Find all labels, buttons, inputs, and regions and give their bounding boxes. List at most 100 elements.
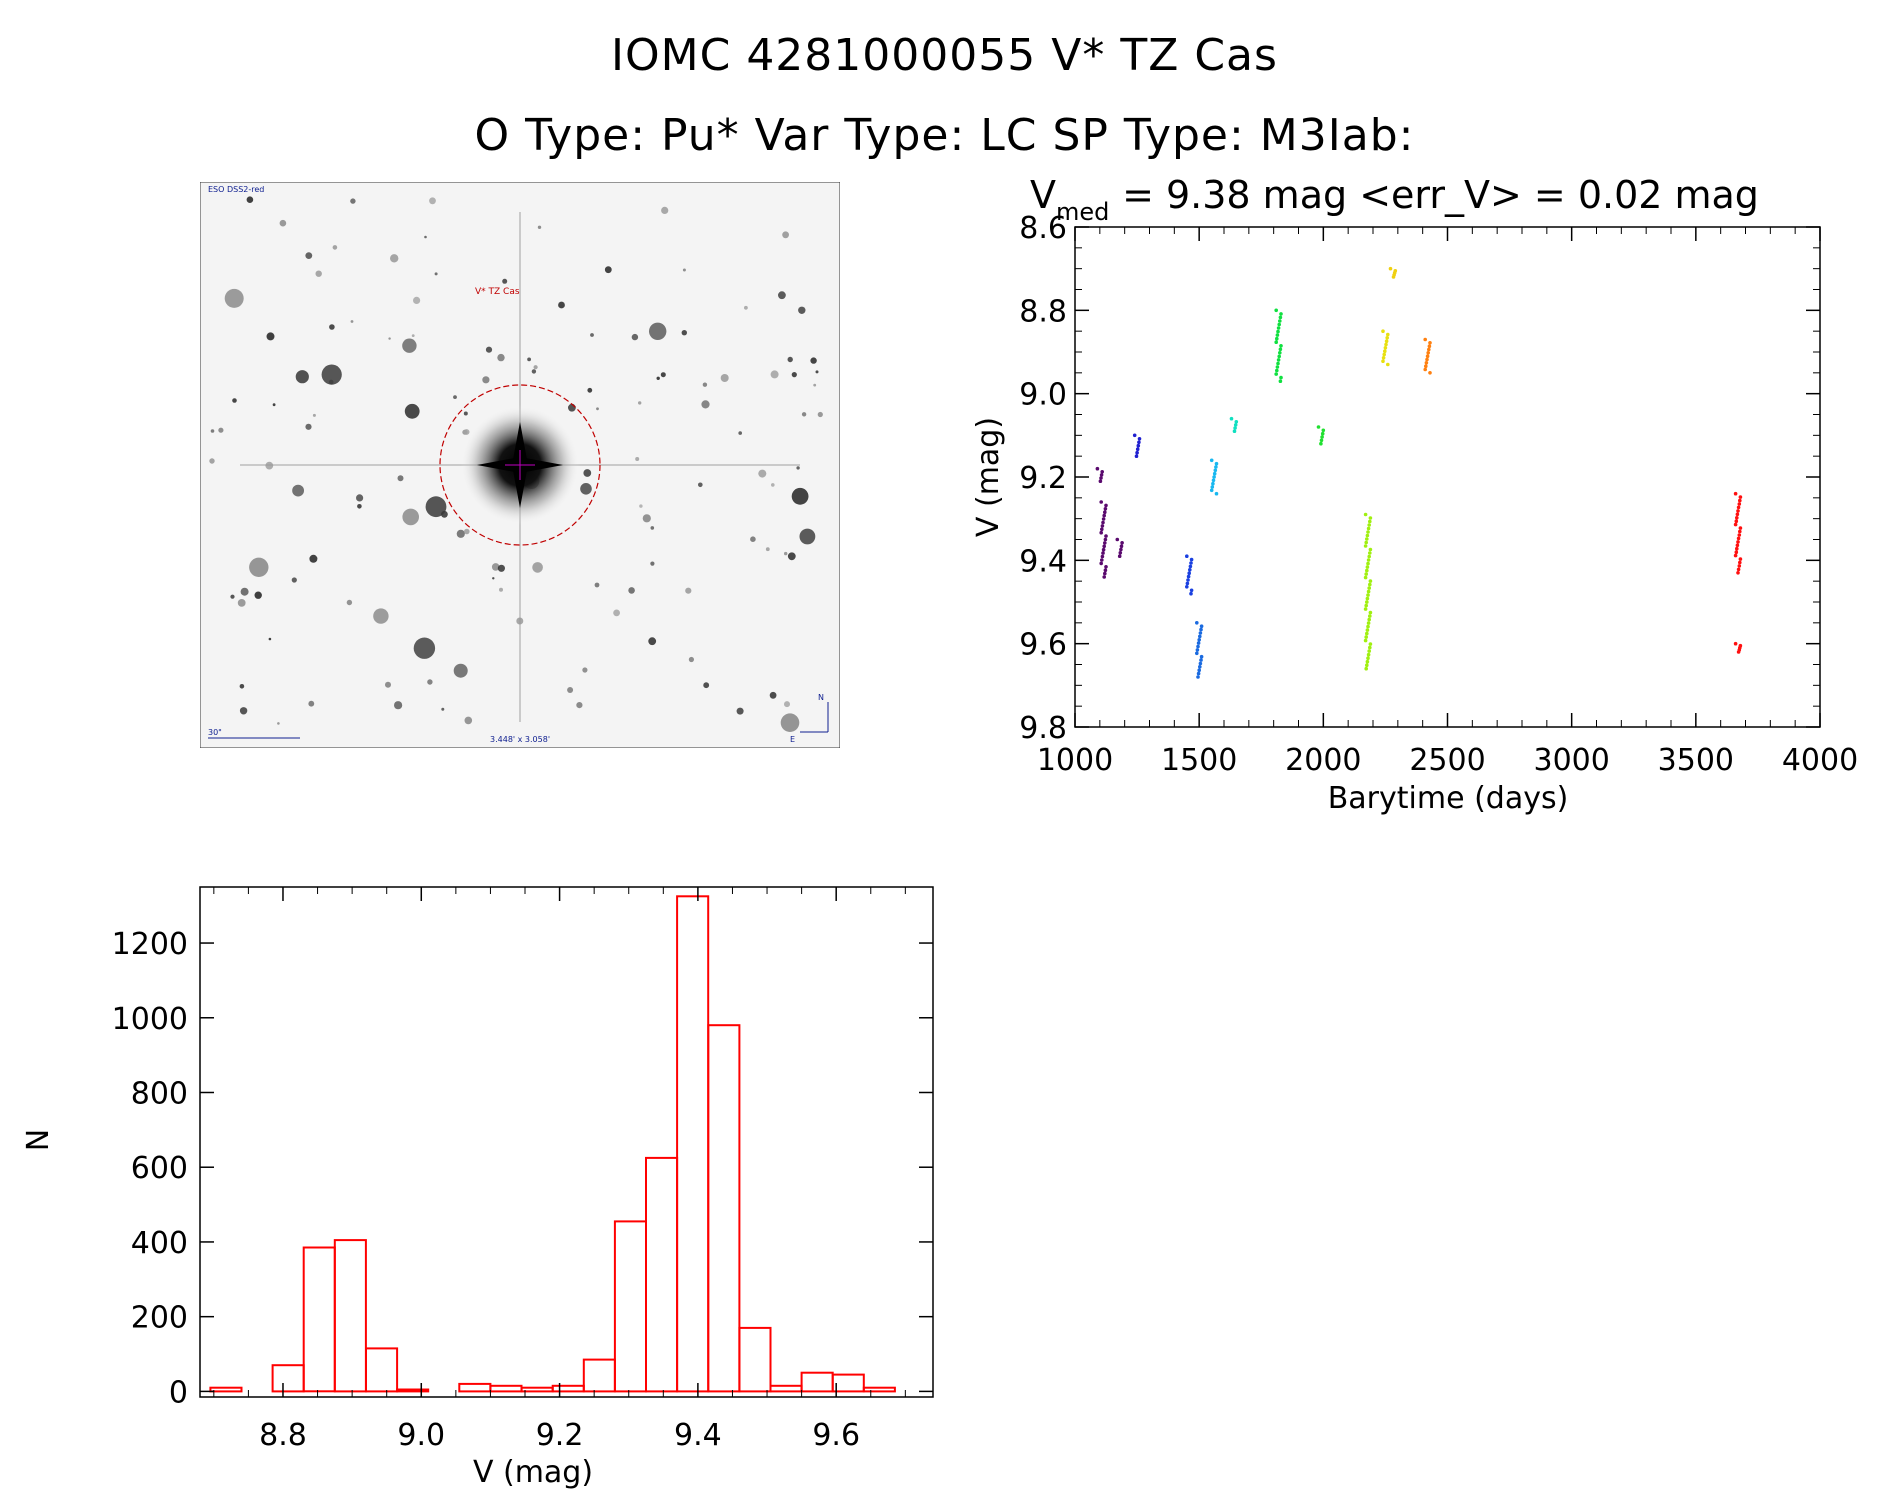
hist-plot-frame — [199, 886, 934, 1398]
field-star — [590, 333, 594, 337]
lc-point — [1363, 512, 1368, 517]
lc-xlabel: Barytime (days) — [1328, 781, 1569, 816]
lc-point — [1104, 503, 1108, 508]
field-star — [810, 357, 817, 364]
lc-point — [1279, 312, 1283, 316]
lc-point — [1103, 568, 1108, 572]
lc-point — [1368, 547, 1373, 552]
histogram-chart: 0 200 400 600 800 1000 1200 8.8 9.0 9.2 9.4 9.6 V … — [21, 886, 934, 1490]
lc-ylabel: V (mag) — [971, 417, 1006, 537]
hist-xtick-label: 9.2 — [536, 1418, 584, 1453]
hist-bar — [271, 1364, 305, 1393]
lc-point — [1189, 591, 1193, 596]
lc-title-sub: med — [1056, 198, 1109, 226]
lc-point — [1366, 530, 1370, 534]
hist-bar — [551, 1384, 585, 1393]
lc-point — [1423, 337, 1427, 342]
field-star — [434, 272, 438, 276]
lc-point — [1365, 663, 1369, 667]
hist-bar — [209, 1386, 243, 1393]
lc-point — [1274, 308, 1278, 313]
lc-xtick-label: 1500 — [1161, 743, 1237, 778]
field-star — [568, 403, 576, 412]
lc-point — [1424, 361, 1429, 365]
field-star — [427, 679, 433, 685]
field-star — [791, 487, 809, 505]
field-star — [638, 401, 642, 405]
lc-point — [1733, 553, 1738, 558]
lc-point — [1196, 671, 1201, 676]
lc-point — [1735, 543, 1740, 548]
field-star — [240, 587, 249, 596]
lc-point — [1103, 537, 1108, 542]
hist-xtick-label: 8.8 — [259, 1418, 307, 1453]
field-star — [635, 457, 640, 461]
field-star — [397, 475, 404, 482]
lc-point — [1368, 642, 1373, 646]
target-label: V* TZ Cas — [475, 287, 520, 297]
field-star — [463, 411, 468, 416]
lc-point — [1278, 315, 1283, 320]
field-star — [798, 306, 806, 314]
lc-point — [1383, 346, 1388, 350]
field-star — [497, 564, 505, 572]
lc-point — [1103, 510, 1107, 514]
lc-point — [1196, 641, 1201, 645]
lc-point — [1365, 628, 1370, 632]
lc-point — [1368, 645, 1372, 650]
field-star — [531, 369, 537, 374]
lc-point — [1276, 326, 1281, 330]
lc-point — [1233, 423, 1238, 427]
lc-point — [1736, 536, 1741, 541]
lc-xtick-label: 3000 — [1533, 743, 1609, 778]
lc-point — [1363, 575, 1368, 580]
field-star — [660, 372, 666, 378]
lc-point — [1102, 575, 1106, 579]
field-star — [295, 370, 309, 384]
field-star — [685, 587, 692, 594]
hist-bar — [769, 1384, 803, 1393]
lc-point — [1366, 561, 1370, 566]
lc-point — [1099, 561, 1103, 566]
lc-point — [1736, 567, 1741, 572]
field-star — [815, 370, 819, 374]
lc-point — [1276, 358, 1281, 362]
lc-point — [1188, 568, 1192, 572]
lc-y-axis: 8.6 8.8 9.0 9.2 9.4 9.6 9.8 — [1019, 211, 1820, 746]
field-star — [210, 429, 215, 433]
lc-point — [1366, 593, 1370, 597]
lc-point — [1425, 357, 1429, 362]
lc-point — [1137, 437, 1142, 441]
field-star — [277, 722, 280, 725]
lc-point — [1279, 375, 1283, 380]
hist-bar — [738, 1326, 772, 1393]
hist-ytick-label: 0 — [169, 1375, 188, 1410]
lc-point — [1278, 379, 1283, 383]
lc-point — [1363, 607, 1368, 611]
lc-point — [1737, 564, 1742, 568]
hist-bars — [209, 895, 896, 1393]
lc-plot-frame — [1074, 226, 1821, 728]
hist-bar — [645, 1156, 679, 1393]
lc-point — [1103, 507, 1108, 511]
lc-point — [1366, 624, 1370, 629]
lc-point — [1119, 544, 1124, 548]
field-star — [787, 552, 796, 561]
lc-point — [1367, 554, 1371, 559]
field-star — [594, 582, 600, 588]
field-star — [784, 551, 788, 556]
lc-point — [1367, 617, 1371, 622]
lc-point — [1738, 498, 1742, 503]
field-star — [424, 235, 427, 239]
lc-point — [1275, 365, 1280, 369]
lc-point — [1276, 361, 1280, 366]
field-star — [681, 330, 687, 336]
lc-x-axis: 1000 1500 2000 2500 3000 3500 4000 — [1037, 227, 1858, 778]
lc-point — [1187, 571, 1191, 575]
lc-point — [1211, 481, 1215, 486]
lc-point — [1100, 554, 1105, 559]
star-field — [209, 196, 823, 732]
lc-point — [1103, 571, 1107, 576]
lc-point — [1185, 554, 1189, 558]
lc-point — [1189, 561, 1193, 565]
